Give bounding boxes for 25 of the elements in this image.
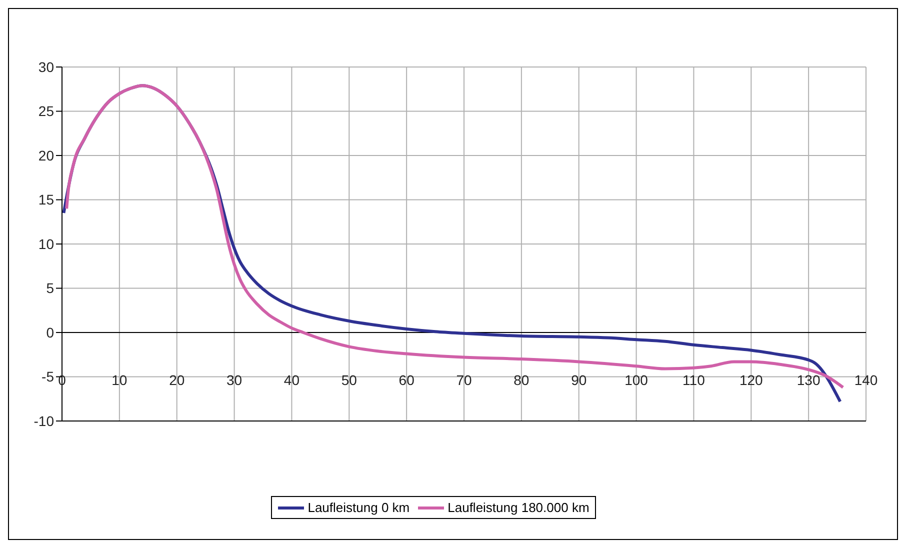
y-tick-label: -5 (42, 368, 54, 385)
y-tick-label: 30 (38, 58, 54, 75)
x-tick-label: 10 (112, 372, 128, 388)
x-tick-label: 60 (398, 372, 415, 388)
x-tick-label: 70 (456, 372, 472, 388)
y-tick-label: -10 (34, 412, 54, 429)
x-tick-label: 100 (624, 372, 648, 388)
x-tick-label: 90 (571, 372, 587, 388)
x-tick-label: 80 (514, 372, 530, 388)
y-tick-label: 10 (38, 236, 54, 252)
x-tick-label: 20 (169, 372, 185, 388)
legend-label: Laufleistung 0 km (306, 500, 410, 515)
y-tick-label: 25 (38, 103, 54, 120)
x-tick-label: 140 (854, 372, 878, 388)
y-tick-label: 5 (46, 280, 54, 296)
x-tick-label: 110 (682, 372, 706, 388)
x-tick-label: 130 (796, 372, 820, 388)
x-tick-label: 120 (739, 372, 764, 388)
y-tick-label: 0 (46, 324, 54, 340)
y-tick-label: 20 (38, 147, 54, 164)
legend-label: Laufleistung 180.000 km (446, 500, 590, 515)
y-tick-label: 15 (38, 192, 54, 208)
x-tick-label: 30 (226, 372, 242, 388)
x-tick-label: 50 (341, 372, 358, 388)
x-tick-label: 40 (284, 372, 300, 388)
